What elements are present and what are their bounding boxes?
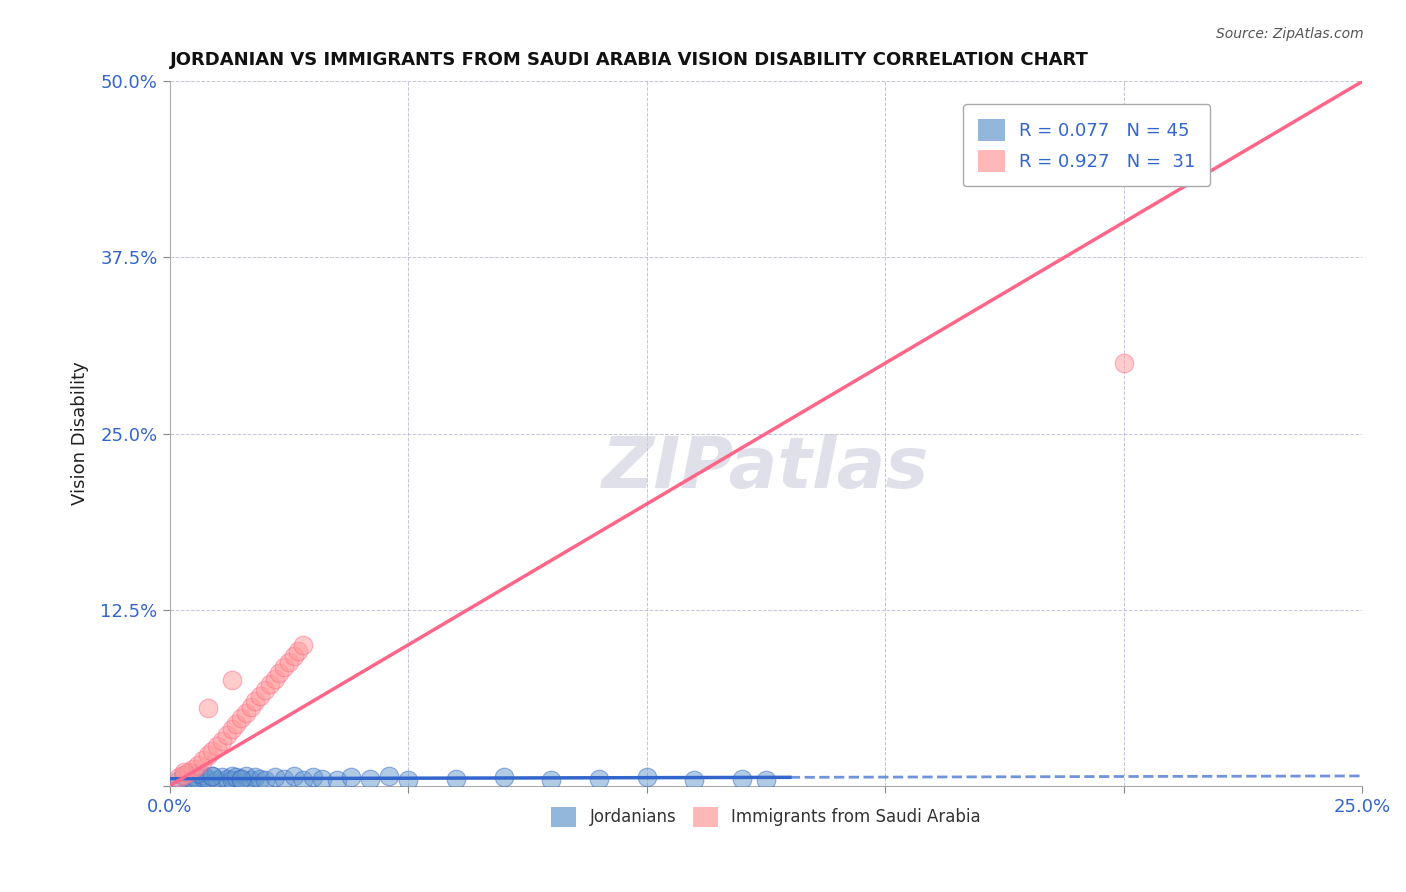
Point	[211, 733, 233, 747]
Point	[173, 767, 195, 781]
Point	[225, 770, 247, 784]
Point	[239, 773, 262, 788]
Point	[249, 689, 271, 703]
Point	[173, 770, 195, 784]
Point	[269, 666, 291, 681]
Point	[197, 772, 219, 786]
Point	[396, 773, 419, 788]
Point	[273, 660, 295, 674]
Point	[197, 747, 219, 762]
Point	[277, 655, 299, 669]
Point	[249, 772, 271, 786]
Point	[173, 767, 195, 781]
Point	[229, 711, 252, 725]
Text: JORDANIAN VS IMMIGRANTS FROM SAUDI ARABIA VISION DISABILITY CORRELATION CHART: JORDANIAN VS IMMIGRANTS FROM SAUDI ARABI…	[170, 51, 1088, 69]
Point	[283, 649, 305, 664]
Point	[235, 769, 257, 783]
Point	[191, 770, 214, 784]
Point	[197, 701, 219, 715]
Point	[245, 694, 267, 708]
Point	[211, 770, 233, 784]
Point	[301, 770, 323, 784]
Point	[540, 773, 562, 788]
Point	[215, 728, 238, 742]
Point	[183, 769, 205, 783]
Point	[263, 770, 285, 784]
Point	[259, 677, 281, 691]
Text: Source: ZipAtlas.com: Source: ZipAtlas.com	[1216, 27, 1364, 41]
Point	[378, 769, 401, 783]
Point	[492, 770, 515, 784]
Y-axis label: Vision Disability: Vision Disability	[72, 361, 89, 506]
Point	[1112, 356, 1135, 370]
Point	[173, 764, 195, 779]
Point	[287, 643, 309, 657]
Legend: Jordanians, Immigrants from Saudi Arabia: Jordanians, Immigrants from Saudi Arabia	[544, 800, 987, 834]
Point	[731, 772, 754, 786]
Point	[177, 764, 200, 779]
Point	[167, 773, 190, 788]
Point	[207, 739, 229, 754]
Point	[636, 770, 658, 784]
Point	[245, 770, 267, 784]
Point	[201, 743, 224, 757]
Point	[221, 723, 243, 737]
Point	[235, 706, 257, 720]
Point	[177, 774, 200, 789]
Point	[207, 773, 229, 788]
Point	[283, 769, 305, 783]
Point	[325, 773, 347, 788]
Point	[588, 772, 610, 786]
Point	[292, 773, 315, 788]
Point	[187, 773, 209, 788]
Point	[292, 638, 315, 652]
Point	[167, 770, 190, 784]
Point	[187, 757, 209, 772]
Point	[225, 716, 247, 731]
Point	[215, 772, 238, 786]
Point	[221, 773, 243, 788]
Point	[229, 772, 252, 786]
Point	[229, 772, 252, 786]
Point	[311, 772, 333, 786]
Point	[183, 772, 205, 786]
Point	[191, 767, 214, 781]
Point	[359, 772, 381, 786]
Point	[273, 772, 295, 786]
Point	[755, 773, 778, 788]
Point	[201, 769, 224, 783]
Point	[683, 773, 706, 788]
Point	[239, 699, 262, 714]
Text: ZIPatlas: ZIPatlas	[602, 434, 929, 503]
Point	[201, 769, 224, 783]
Point	[191, 753, 214, 767]
Point	[340, 770, 363, 784]
Point	[253, 773, 276, 788]
Point	[444, 772, 467, 786]
Point	[253, 683, 276, 698]
Point	[221, 769, 243, 783]
Point	[183, 762, 205, 776]
Point	[187, 766, 209, 780]
Point	[263, 672, 285, 686]
Point	[221, 673, 243, 687]
